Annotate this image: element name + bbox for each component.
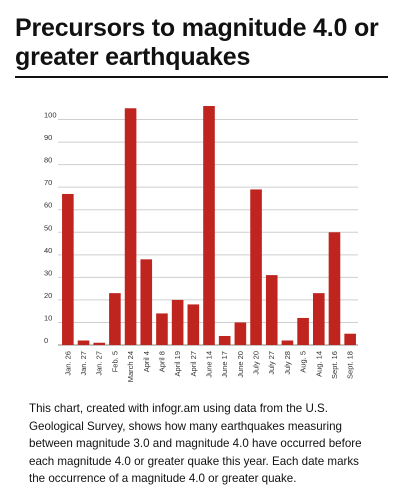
- y-tick-label: 70: [44, 178, 52, 187]
- bar-15: [281, 340, 294, 345]
- bar-9: [187, 304, 200, 345]
- x-tick-label: July 27: [267, 351, 276, 375]
- bar-16: [297, 317, 309, 345]
- bar-6: [140, 259, 153, 345]
- bar-chart: 0 10 20 30 40 50 60 70 80 90 100 Jan. 26 Jan. 27 Jan.…: [44, 106, 358, 382]
- bar-5: [124, 108, 137, 345]
- bar-7: [156, 313, 168, 345]
- bar-14: [265, 275, 278, 345]
- x-tick-label: Aug. 14: [314, 351, 323, 377]
- bar-1: [62, 193, 74, 345]
- x-tick-label: March 24: [126, 351, 135, 382]
- bar-8: [171, 299, 184, 345]
- x-tick-label: June 14: [205, 351, 214, 378]
- bar-3: [93, 342, 106, 345]
- bar-19: [344, 333, 356, 345]
- x-tick-label: July 20: [252, 351, 261, 375]
- bar-18: [328, 232, 341, 345]
- x-tick-label: June 20: [236, 351, 245, 378]
- x-tick-label: June 17: [220, 351, 229, 378]
- page-title: Precursors to magnitude 4.0 or greater e…: [15, 14, 379, 71]
- y-tick-label: 100: [44, 111, 57, 120]
- title-divider: [15, 76, 388, 78]
- y-tick-label: 20: [44, 291, 52, 300]
- bar-13: [250, 189, 262, 345]
- bar-17: [312, 293, 325, 345]
- y-tick-label: 30: [44, 268, 52, 277]
- y-tick-label: 60: [44, 201, 52, 210]
- x-tick-label: Feb. 5: [110, 351, 119, 372]
- bar-10: [203, 106, 215, 345]
- x-tick-label: Sept. 16: [330, 351, 339, 379]
- y-tick-label: 80: [44, 156, 52, 165]
- x-tick-label: Aug. 5: [299, 351, 308, 373]
- x-tick-label: Jan. 26: [63, 351, 72, 376]
- y-tick-label: 10: [44, 313, 52, 322]
- x-tick-label: Sept. 18: [346, 351, 355, 379]
- y-tick-label: 0: [44, 336, 48, 345]
- x-tick-label: Jan. 27: [95, 351, 104, 376]
- y-tick-label: 90: [44, 133, 52, 142]
- x-tick-label: April 27: [189, 351, 198, 376]
- chart-caption: This chart, created with infogr.am using…: [29, 402, 362, 486]
- x-tick-label: July 28: [283, 351, 292, 375]
- bar-2: [77, 340, 90, 345]
- y-tick-label: 50: [44, 223, 52, 232]
- bar-4: [109, 293, 121, 345]
- x-tick-label: Jan. 27: [79, 351, 88, 376]
- y-tick-label: 40: [44, 246, 52, 255]
- x-tick-label: April 8: [157, 351, 166, 372]
- bar-11: [218, 335, 231, 345]
- bar-12: [234, 322, 247, 345]
- x-tick-label: April 4: [142, 351, 151, 372]
- x-tick-label: April 19: [173, 351, 182, 376]
